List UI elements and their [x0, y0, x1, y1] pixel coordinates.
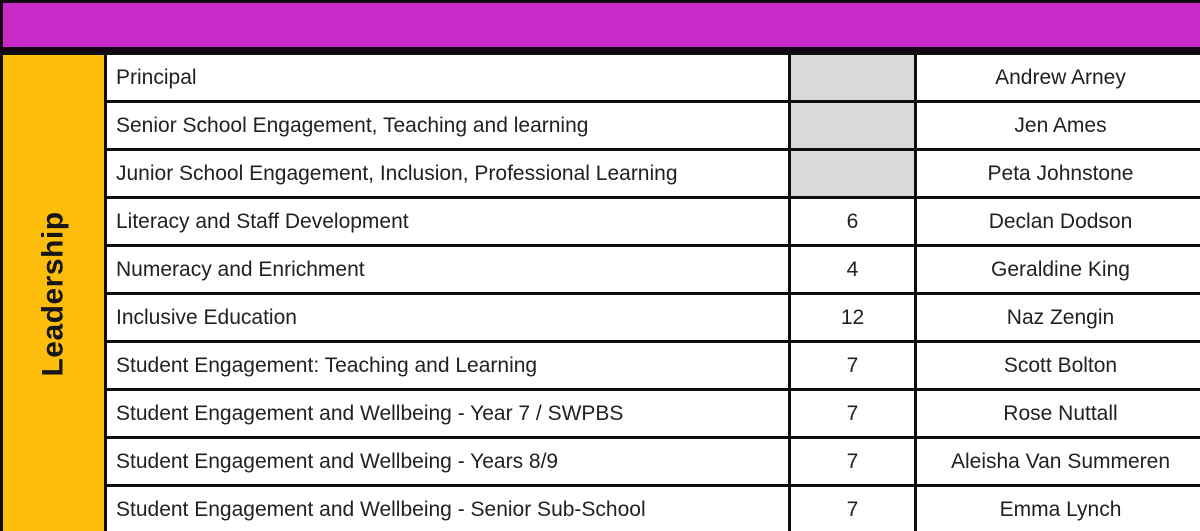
name-cell[interactable]: Geraldine King	[914, 244, 1200, 295]
allotment-cell[interactable]: 7	[788, 484, 917, 531]
name-cell[interactable]: Aleisha Van Summeren	[914, 436, 1200, 487]
allotment-cell[interactable]: 6	[788, 196, 917, 247]
table-row: Student Engagement and Wellbeing - Years…	[2, 436, 1200, 487]
group-band-cell[interactable]: Leadership	[0, 52, 107, 531]
table-row: Numeracy and Enrichment 4 Geraldine King	[2, 244, 1200, 295]
role-cell[interactable]: Literacy and Staff Development	[104, 196, 791, 247]
name-cell[interactable]: Jen Ames	[914, 100, 1200, 151]
table-row: Student Engagement: Teaching and Learnin…	[2, 340, 1200, 391]
name-cell[interactable]: Rose Nuttall	[914, 388, 1200, 439]
header-bar-frame	[0, 0, 1200, 52]
name-cell[interactable]: Naz Zengin	[914, 292, 1200, 343]
role-cell[interactable]: Student Engagement and Wellbeing - Year …	[104, 388, 791, 439]
table-row: Senior School Engagement, Teaching and l…	[2, 100, 1200, 151]
table-row: Literacy and Staff Development 6 Declan …	[2, 196, 1200, 247]
role-cell[interactable]: Principal	[104, 52, 791, 103]
table-row: Student Engagement and Wellbeing - Senio…	[2, 484, 1200, 531]
allotment-cell[interactable]: 7	[788, 340, 917, 391]
header-bar	[3, 3, 1200, 47]
allotment-cell[interactable]: 7	[788, 388, 917, 439]
allotment-cell[interactable]: 12	[788, 292, 917, 343]
table-row: Inclusive Education 12 Naz Zengin	[2, 292, 1200, 343]
table-row: Student Engagement and Wellbeing - Year …	[2, 388, 1200, 439]
table-row: Junior School Engagement, Inclusion, Pro…	[2, 148, 1200, 199]
group-band-fill: Leadership	[5, 57, 103, 531]
name-cell[interactable]: Emma Lynch	[914, 484, 1200, 531]
name-cell[interactable]: Andrew Arney	[914, 52, 1200, 103]
role-cell[interactable]: Student Engagement and Wellbeing - Years…	[104, 436, 791, 487]
role-cell[interactable]: Student Engagement: Teaching and Learnin…	[104, 340, 791, 391]
name-cell[interactable]: Scott Bolton	[914, 340, 1200, 391]
allotment-cell[interactable]: 4	[788, 244, 917, 295]
name-cell[interactable]: Declan Dodson	[914, 196, 1200, 247]
table-row: Leadership Principal Andrew Arney	[0, 52, 1200, 531]
group-label: Leadership	[36, 210, 70, 377]
role-cell[interactable]: Inclusive Education	[104, 292, 791, 343]
allotment-cell[interactable]	[788, 52, 917, 103]
role-cell[interactable]: Senior School Engagement, Teaching and l…	[104, 100, 791, 151]
role-cell[interactable]: Junior School Engagement, Inclusion, Pro…	[104, 148, 791, 199]
allotment-cell[interactable]	[788, 148, 917, 199]
name-cell[interactable]: Peta Johnstone	[914, 148, 1200, 199]
allotment-cell[interactable]	[788, 100, 917, 151]
leadership-table: Leadership Principal Andrew Arney Senior…	[0, 52, 1200, 531]
allotment-cell[interactable]: 7	[788, 436, 917, 487]
role-cell[interactable]: Student Engagement and Wellbeing - Senio…	[104, 484, 791, 531]
role-cell[interactable]: Numeracy and Enrichment	[104, 244, 791, 295]
